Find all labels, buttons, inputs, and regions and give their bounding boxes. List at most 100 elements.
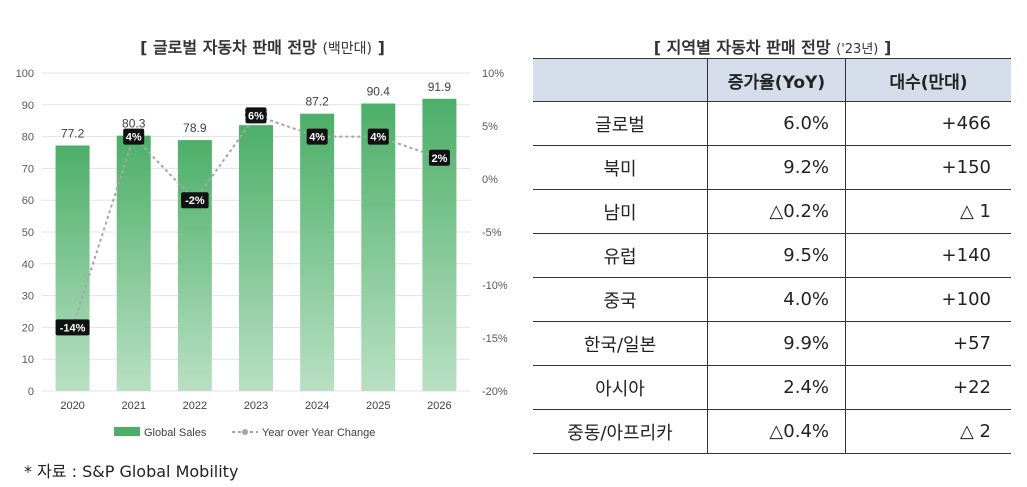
region-cell: 북미 bbox=[533, 145, 708, 190]
yoy-label-box bbox=[181, 192, 209, 209]
yoy-label: -14% bbox=[60, 322, 86, 334]
chart-title-unit: (백만대) bbox=[322, 41, 373, 57]
yoy-label: 4% bbox=[126, 132, 142, 144]
yoy-cell: 9.5% bbox=[707, 233, 846, 278]
yoy-cell: 4.0% bbox=[707, 277, 846, 322]
y2-tick-label: -15% bbox=[482, 333, 508, 345]
y-tick-label: 70 bbox=[22, 163, 34, 175]
bar bbox=[422, 98, 457, 391]
chart-title-close: ] bbox=[377, 38, 385, 57]
source-footnote: * 자료 : S&P Global Mobility bbox=[24, 462, 239, 481]
yoy-cell: △0.4% bbox=[707, 409, 846, 454]
bar-value-label: 91.9 bbox=[428, 80, 452, 94]
region-cell: 글로벌 bbox=[533, 101, 708, 146]
x-tick-label: 2025 bbox=[366, 400, 390, 412]
yoy-label-box bbox=[428, 149, 450, 166]
yoy-label: 2% bbox=[431, 153, 447, 165]
yoy-cell: 9.2% bbox=[707, 145, 846, 190]
y2-tick-label: 10% bbox=[482, 68, 504, 80]
region-cell: 아시아 bbox=[533, 365, 708, 410]
bar-value-label: 78.9 bbox=[183, 121, 207, 135]
x-tick-label: 2021 bbox=[121, 400, 145, 412]
region-cell: 중동/아프리카 bbox=[533, 409, 708, 454]
bar-value-label: 80.3 bbox=[122, 117, 146, 131]
x-tick-label: 2023 bbox=[244, 400, 268, 412]
yoy-cell: 9.9% bbox=[707, 321, 846, 366]
table-row: 남미 △0.2% △ 1 bbox=[533, 189, 1011, 234]
y-tick-label: 10 bbox=[22, 354, 34, 366]
table-header-row: 증가율(YoY) 대수(만대) bbox=[533, 58, 1011, 102]
bar bbox=[177, 140, 212, 391]
yoy-cell: △0.2% bbox=[707, 189, 846, 234]
y-tick-label: 100 bbox=[16, 68, 34, 80]
legend-label-line: Year over Year Change bbox=[262, 427, 375, 439]
region-cell: 남미 bbox=[533, 189, 708, 234]
table-row: 중동/아프리카 △0.4% △ 2 bbox=[533, 409, 1011, 454]
units-cell: +466 bbox=[845, 101, 1011, 146]
units-cell: △ 2 bbox=[845, 409, 1011, 454]
sales-chart: 77.280.378.983.687.290.491.9-14%4%-2%6%4… bbox=[16, 68, 508, 439]
yoy-label: 4% bbox=[309, 132, 325, 144]
yoy-label-box bbox=[55, 319, 90, 336]
x-tick-label: 2024 bbox=[305, 400, 329, 412]
bar-value-label: 90.4 bbox=[367, 85, 391, 99]
table-row: 한국/일본 9.9% +57 bbox=[533, 321, 1011, 366]
y-tick-label: 0 bbox=[28, 386, 34, 398]
yoy-label: 4% bbox=[370, 132, 386, 144]
region-cell: 중국 bbox=[533, 277, 708, 322]
yoy-label: -2% bbox=[185, 195, 205, 207]
y-tick-label: 20 bbox=[22, 322, 34, 334]
table-row: 글로벌 6.0% +466 bbox=[533, 101, 1011, 146]
units-cell: +150 bbox=[845, 145, 1011, 190]
yoy-cell: 6.0% bbox=[707, 101, 846, 146]
yoy-label-box bbox=[245, 107, 267, 124]
header-units: 대수(만대) bbox=[845, 58, 1011, 102]
bar bbox=[300, 113, 335, 392]
bar bbox=[361, 103, 396, 391]
header-region bbox=[533, 58, 708, 102]
y-tick-label: 40 bbox=[22, 259, 34, 271]
x-tick-label: 2022 bbox=[183, 400, 207, 412]
units-cell: +22 bbox=[845, 365, 1011, 410]
table-title-year: ('23년) bbox=[836, 42, 879, 57]
bar bbox=[239, 125, 273, 391]
header-yoy: 증가율(YoY) bbox=[707, 58, 846, 102]
y2-tick-label: -10% bbox=[482, 280, 508, 292]
legend-swatch-bar bbox=[114, 427, 140, 436]
chart-title-text: [ 글로벌 자동차 판매 전망 bbox=[140, 38, 317, 57]
y2-tick-label: -20% bbox=[482, 386, 508, 398]
table-row: 북미 9.2% +150 bbox=[533, 145, 1011, 190]
table-row: 유럽 9.5% +140 bbox=[533, 233, 1011, 278]
bar bbox=[55, 145, 90, 391]
y-tick-label: 50 bbox=[22, 227, 34, 239]
table-title-text: [ 지역별 자동차 판매 전망 bbox=[653, 38, 831, 57]
yoy-label: 6% bbox=[248, 110, 264, 122]
x-tick-label: 2020 bbox=[60, 400, 84, 412]
units-cell: △ 1 bbox=[845, 189, 1011, 234]
x-tick-label: 2026 bbox=[427, 400, 451, 412]
y2-tick-label: -5% bbox=[482, 227, 502, 239]
yoy-label-box bbox=[306, 128, 328, 145]
table-title: [ 지역별 자동차 판매 전망 ('23년) ] bbox=[535, 34, 1010, 58]
y2-tick-label: 5% bbox=[482, 121, 498, 133]
y-tick-label: 90 bbox=[22, 100, 34, 112]
bar-value-label: 87.2 bbox=[305, 95, 329, 109]
yoy-cell: 2.4% bbox=[707, 365, 846, 410]
legend-marker-line bbox=[242, 429, 248, 435]
yoy-label-box bbox=[123, 128, 145, 145]
y-tick-label: 80 bbox=[22, 132, 34, 144]
bar bbox=[116, 135, 151, 391]
region-cell: 한국/일본 bbox=[533, 321, 708, 366]
region-sales-table: 증가율(YoY) 대수(만대) 글로벌 6.0% +466 북미 9.2% +1… bbox=[533, 58, 1011, 454]
chart-title: [ 글로벌 자동차 판매 전망 (백만대) ] bbox=[0, 34, 525, 58]
units-cell: +57 bbox=[845, 321, 1011, 366]
yoy-label-box bbox=[367, 128, 389, 145]
region-cell: 유럽 bbox=[533, 233, 708, 278]
y2-tick-label: 0% bbox=[482, 174, 498, 186]
units-cell: +100 bbox=[845, 277, 1011, 322]
table-row: 중국 4.0% +100 bbox=[533, 277, 1011, 322]
table-title-close: ] bbox=[883, 38, 892, 57]
table-row: 아시아 2.4% +22 bbox=[533, 365, 1011, 410]
y-tick-label: 30 bbox=[22, 291, 34, 303]
legend-label-bar: Global Sales bbox=[144, 427, 207, 439]
